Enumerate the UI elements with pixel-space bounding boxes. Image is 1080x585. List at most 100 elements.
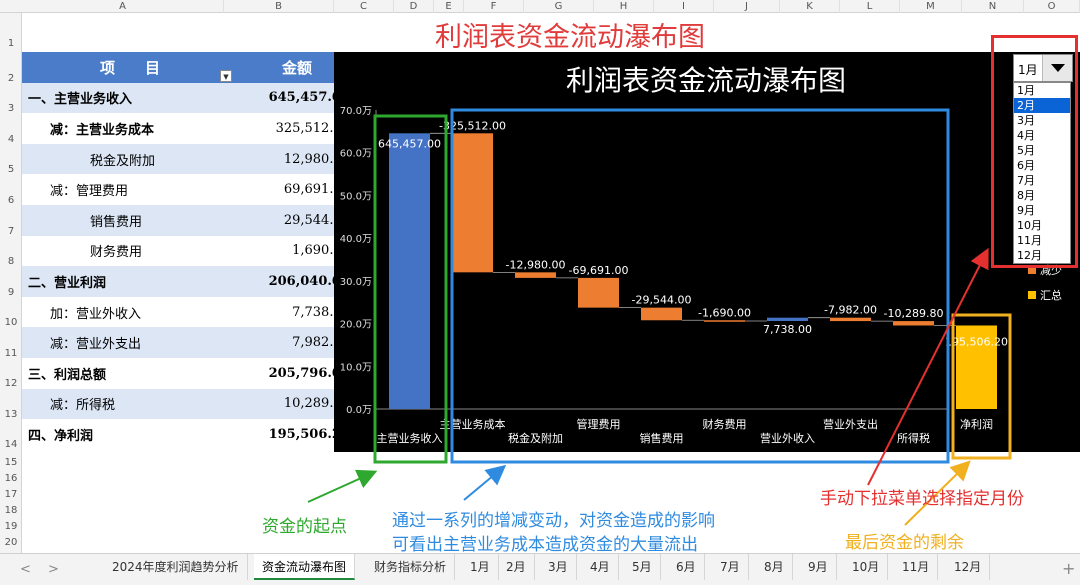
table-cell-label[interactable]: 减：所得税: [50, 398, 116, 414]
row-header[interactable]: 18: [4, 505, 18, 516]
column-header[interactable]: C: [334, 0, 394, 13]
table-cell-label[interactable]: 减：主营业务成本: [50, 122, 155, 138]
dropdown-option[interactable]: 3月: [1017, 114, 1035, 127]
column-header[interactable]: M: [900, 0, 962, 13]
row-header[interactable]: 16: [4, 473, 18, 484]
table-cell-label[interactable]: 销售费用: [90, 214, 143, 230]
sheet-tab[interactable]: 12月: [946, 554, 991, 580]
row-header[interactable]: 8: [7, 256, 15, 267]
filter-dropdown-icon[interactable]: ▼: [220, 70, 232, 82]
dropdown-option[interactable]: 11月: [1017, 234, 1042, 247]
sheet-tab[interactable]: 8月: [756, 554, 793, 580]
table-cell-value[interactable]: 645,457.00: [268, 90, 350, 106]
sheet-tab[interactable]: 2024年度利润趋势分析: [104, 554, 248, 580]
row-header[interactable]: 12: [4, 378, 18, 389]
chart-title: 利润表资金流动瀑布图: [566, 64, 846, 97]
table-row: 减：所得税 10,289.80: [22, 388, 356, 420]
table-cell-label[interactable]: 四、净利润: [28, 428, 94, 444]
sheet-tab[interactable]: 1月: [462, 554, 499, 580]
dropdown-option[interactable]: 8月: [1017, 189, 1035, 202]
table-cell-value[interactable]: 195,506.20: [268, 426, 350, 442]
table-cell-value[interactable]: 325,512.00: [275, 120, 350, 136]
month-dropdown-list: 1月 2月 3月 4月 5月 6月 7月 8月 9月 10月 11月 12月: [1013, 82, 1071, 264]
row-header[interactable]: 9: [7, 287, 15, 298]
table-cell-label[interactable]: 减：管理费用: [50, 184, 129, 200]
dropdown-option[interactable]: 4月: [1017, 129, 1035, 142]
sheet-tab[interactable]: 财务指标分析: [366, 554, 456, 580]
row-header[interactable]: 7: [7, 226, 15, 237]
sheet-tab[interactable]: 9月: [800, 554, 837, 580]
row-header[interactable]: 17: [4, 489, 18, 500]
dropdown-option[interactable]: 10月: [1017, 219, 1042, 232]
dropdown-option[interactable]: 12月: [1017, 249, 1042, 262]
sheet-tab[interactable]: 10月: [844, 554, 889, 580]
add-sheet-icon[interactable]: +: [1062, 559, 1076, 578]
sheet-tab[interactable]: 11月: [894, 554, 939, 580]
column-header[interactable]: A: [22, 0, 224, 13]
table-cell-label[interactable]: 税金及附加: [90, 153, 156, 169]
table-cell-label[interactable]: 一、主营业务收入: [28, 92, 133, 108]
table-cell-label[interactable]: 二、营业利润: [28, 275, 107, 291]
table-cell-label[interactable]: 三、利润总额: [28, 367, 107, 383]
row-header[interactable]: 11: [4, 348, 18, 359]
sheet-tab[interactable]: 资金流动瀑布图: [254, 554, 356, 580]
row-header[interactable]: 10: [4, 317, 18, 328]
header-item-cell[interactable]: 项 目 ▼: [22, 52, 238, 83]
row-header[interactable]: 6: [7, 195, 15, 206]
dropdown-option[interactable]: 2月: [1014, 98, 1070, 113]
column-header[interactable]: N: [962, 0, 1024, 13]
column-header[interactable]: D: [394, 0, 434, 13]
dropdown-option[interactable]: 1月: [1017, 84, 1035, 97]
table-cell-value[interactable]: 29,544.00: [283, 212, 350, 228]
table-cell-value[interactable]: 12,980.00: [283, 151, 350, 167]
table-cell-value[interactable]: 206,040.00: [268, 273, 350, 289]
row-header[interactable]: 19: [4, 521, 18, 532]
y-tick-label: 10.0万: [340, 362, 372, 373]
tab-scroll-left-icon[interactable]: <: [20, 562, 31, 577]
column-header[interactable]: E: [434, 0, 464, 13]
dropdown-toggle-button[interactable]: [1042, 55, 1072, 81]
column-header[interactable]: O: [1024, 0, 1080, 13]
column-header[interactable]: F: [464, 0, 524, 13]
dropdown-option[interactable]: 5月: [1017, 144, 1035, 157]
sheet-tab[interactable]: 6月: [668, 554, 705, 580]
annotation-end: 最后资金的剩余: [845, 533, 964, 553]
column-header[interactable]: H: [594, 0, 654, 13]
y-tick-label: 30.0万: [340, 277, 372, 288]
column-header[interactable]: B: [224, 0, 334, 13]
sheet-tab[interactable]: 7月: [712, 554, 749, 580]
dropdown-option[interactable]: 7月: [1017, 174, 1035, 187]
column-header[interactable]: G: [524, 0, 594, 13]
chart-bar: [830, 317, 871, 322]
row-header[interactable]: 20: [4, 537, 18, 548]
sheet-tab[interactable]: 2月: [498, 554, 535, 580]
tab-scroll-right-icon[interactable]: >: [48, 562, 59, 577]
month-dropdown[interactable]: 1月: [1013, 54, 1073, 82]
column-header[interactable]: I: [654, 0, 714, 13]
row-header[interactable]: 1: [7, 38, 15, 49]
dropdown-highlight-frame: [991, 35, 1078, 268]
sheet-tab[interactable]: 3月: [540, 554, 577, 580]
waterfall-chart[interactable]: 利润表资金流动瀑布图 0.0万 10.0万 20.0万 30.0万 40.0万 50.0万…: [334, 52, 1080, 452]
row-header[interactable]: 5: [7, 164, 15, 175]
table-cell-label[interactable]: 财务费用: [90, 245, 143, 261]
dropdown-option[interactable]: 6月: [1017, 159, 1035, 172]
row-header[interactable]: 13: [4, 409, 18, 420]
row-header[interactable]: 15: [4, 457, 18, 468]
column-header[interactable]: K: [780, 0, 840, 13]
column-header[interactable]: L: [840, 0, 900, 13]
table-cell-label[interactable]: 减：营业外支出: [50, 337, 142, 353]
table-cell-value[interactable]: 205,796.00: [268, 365, 350, 381]
sheet-tab[interactable]: 4月: [582, 554, 619, 580]
sheet-tab[interactable]: 5月: [624, 554, 661, 580]
row-header[interactable]: 14: [4, 439, 18, 450]
column-header[interactable]: J: [714, 0, 780, 13]
table-cell-label[interactable]: 加：营业外收入: [50, 306, 142, 322]
table-cell-value[interactable]: 69,691.00: [283, 182, 350, 198]
dropdown-option[interactable]: 9月: [1017, 204, 1035, 217]
row-header[interactable]: 3: [7, 103, 15, 114]
table-cell-value[interactable]: 10,289.80: [283, 396, 350, 412]
row-header[interactable]: 2: [7, 73, 15, 84]
row-header[interactable]: 4: [7, 134, 15, 145]
